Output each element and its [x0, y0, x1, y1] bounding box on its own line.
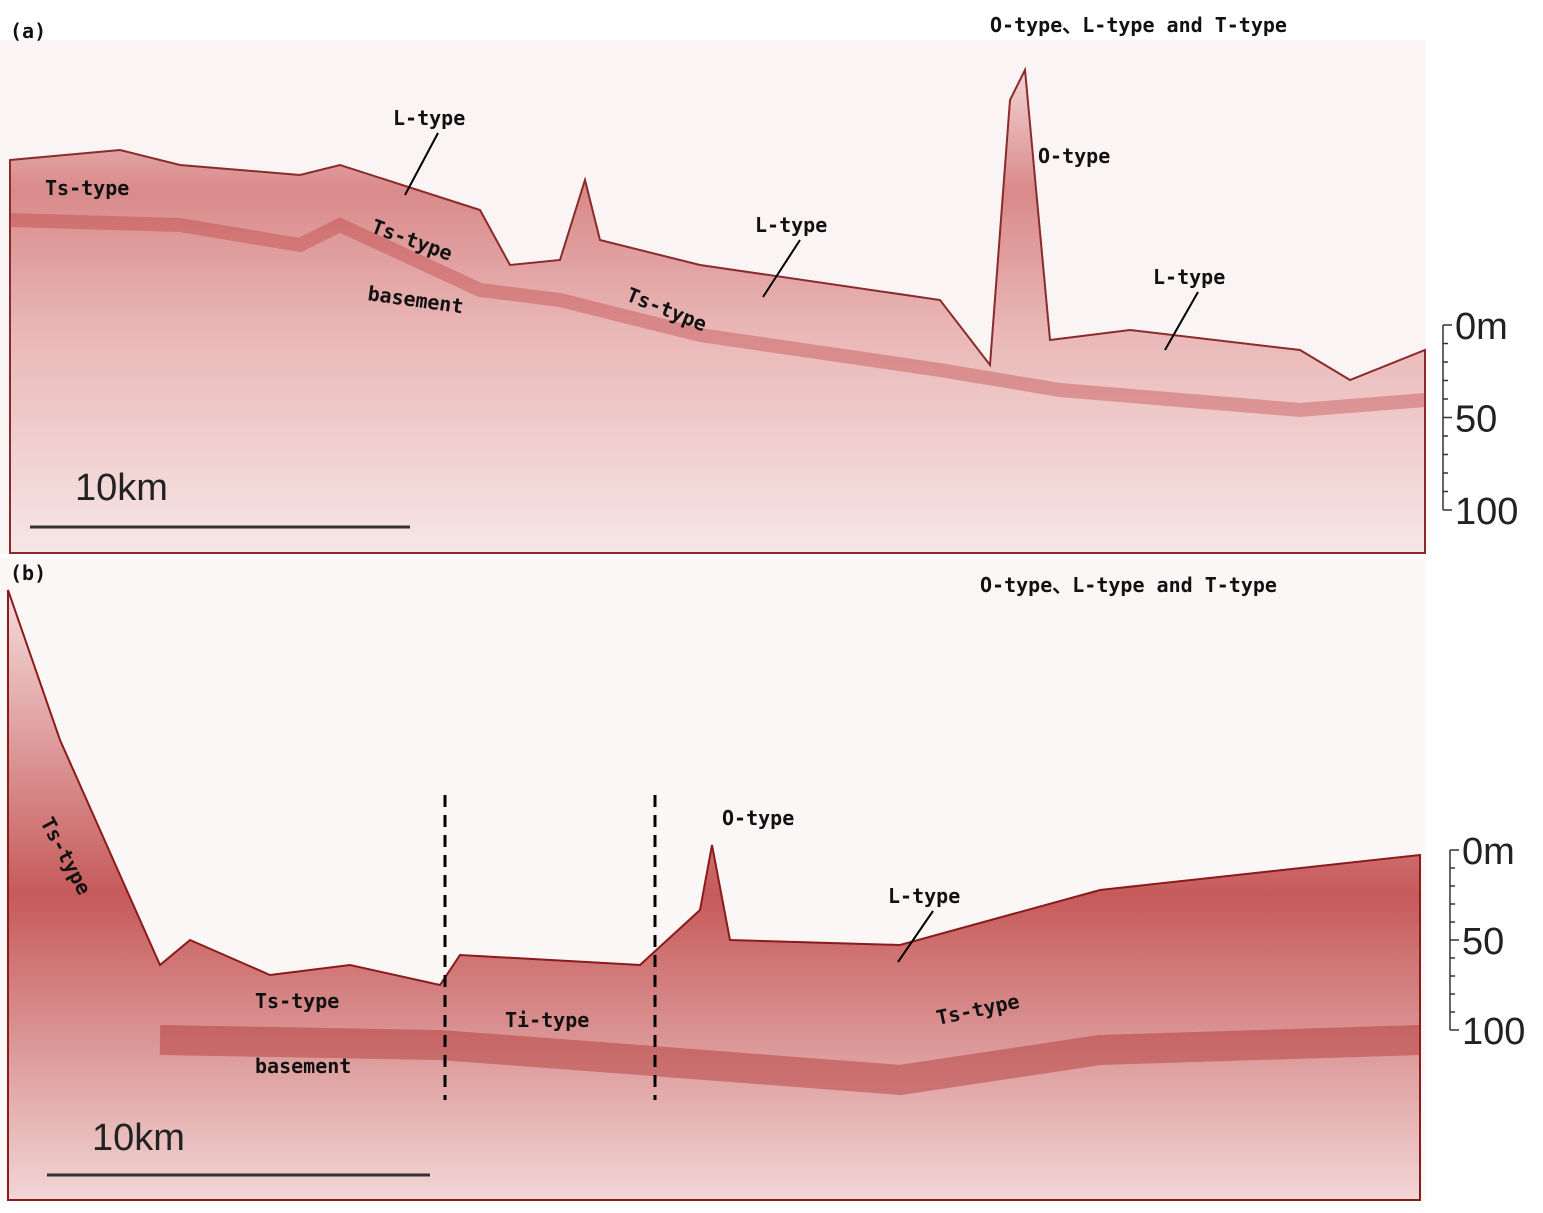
seafloor-b [7, 589, 1421, 1201]
depth-label: 0m [1462, 831, 1515, 873]
reflector-b [159, 1025, 1421, 1096]
annotation: O-type [722, 806, 794, 830]
annotation: Ts-type [45, 176, 129, 200]
depth-label: 100 [1455, 491, 1518, 533]
depth-label: 0m [1455, 306, 1508, 348]
annotation: L-type [888, 884, 960, 908]
annotation: Ts-type [255, 989, 339, 1013]
annotation: Ti-type [505, 1008, 589, 1032]
reflector-a [9, 213, 1426, 418]
panel-label: (a) [10, 19, 46, 43]
annotation: O-type [1038, 144, 1110, 168]
depth-label: 50 [1462, 921, 1504, 963]
leader-line [404, 132, 439, 196]
depth-label: 50 [1455, 399, 1497, 441]
panel-label: (b) [10, 561, 46, 585]
scale-bar-label: 10km [92, 1117, 185, 1159]
panel-title: O-type、L-type and T-type [990, 13, 1287, 37]
annotation: L-type [755, 213, 827, 237]
leader-line [897, 910, 934, 963]
depth-label: 100 [1462, 1011, 1525, 1053]
seafloor-a [9, 66, 1426, 554]
leader-line [762, 239, 801, 298]
leader-line [1164, 291, 1199, 351]
annotation: L-type [1153, 265, 1225, 289]
scale-bar-label: 10km [75, 467, 168, 509]
annotation: basement [255, 1054, 351, 1078]
panel-title: O-type、L-type and T-type [980, 573, 1277, 597]
annotation: L-type [393, 106, 465, 130]
